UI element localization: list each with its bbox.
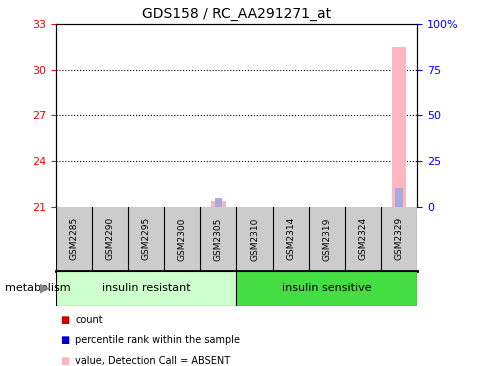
Title: GDS158 / RC_AA291271_at: GDS158 / RC_AA291271_at	[142, 7, 330, 21]
Text: metabolism: metabolism	[5, 283, 70, 293]
Text: ▶: ▶	[40, 282, 50, 295]
Text: GSM2300: GSM2300	[177, 217, 186, 261]
Text: GSM2319: GSM2319	[321, 217, 331, 261]
Bar	[236, 271, 416, 306]
Text: value, Detection Call = ABSENT: value, Detection Call = ABSENT	[75, 355, 230, 366]
Text: GSM2295: GSM2295	[141, 217, 151, 261]
Text: insulin resistant: insulin resistant	[102, 283, 190, 293]
Text: GSM2290: GSM2290	[105, 217, 114, 261]
Bar	[211, 201, 225, 207]
Text: count: count	[75, 315, 103, 325]
Bar	[391, 46, 406, 207]
Text: insulin sensitive: insulin sensitive	[281, 283, 371, 293]
Text: GSM2329: GSM2329	[393, 217, 403, 261]
Bar	[56, 271, 236, 306]
Text: GSM2310: GSM2310	[249, 217, 258, 261]
Bar	[394, 188, 402, 207]
Text: ■: ■	[60, 355, 70, 366]
Text: GSM2314: GSM2314	[286, 217, 295, 261]
Text: percentile rank within the sample: percentile rank within the sample	[75, 335, 240, 346]
Text: ■: ■	[60, 335, 70, 346]
Bar	[214, 198, 222, 207]
Text: GSM2285: GSM2285	[69, 217, 78, 261]
Text: GSM2324: GSM2324	[358, 217, 367, 260]
Text: ■: ■	[60, 315, 70, 325]
Text: GSM2305: GSM2305	[213, 217, 223, 261]
